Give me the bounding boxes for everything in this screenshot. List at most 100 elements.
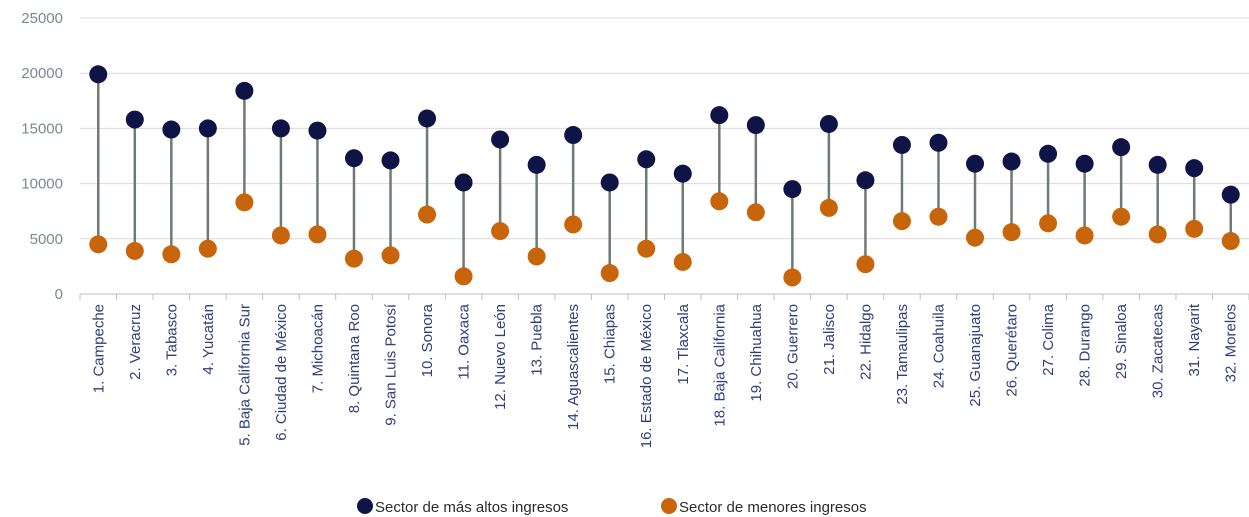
low-income-point — [125, 241, 144, 260]
x-tick-label: 29. Sinaloa — [1113, 303, 1130, 379]
x-tick-label: 26. Querétaro — [1004, 304, 1021, 397]
high-income-point — [783, 180, 802, 199]
high-income-point — [746, 116, 765, 135]
x-tick-label: 5. Baja California Sur — [236, 304, 253, 446]
high-income-point — [819, 114, 838, 133]
low-income-point — [637, 239, 656, 258]
low-income-point — [819, 198, 838, 217]
low-income-point — [929, 207, 948, 226]
low-income-point — [1148, 225, 1167, 244]
high-income-point — [710, 106, 729, 125]
x-tick-label: 23. Tamaulipas — [894, 304, 911, 405]
low-income-point — [89, 235, 108, 254]
legend-label: Sector de más altos ingresos — [375, 499, 568, 516]
low-income-point — [344, 249, 363, 268]
high-income-point — [1039, 144, 1058, 163]
x-tick-label: 6. Ciudad de México — [273, 304, 290, 441]
high-income-point — [491, 130, 510, 149]
x-tick-label: 10. Sonora — [419, 303, 436, 377]
x-tick-label: 16. Estado de México — [638, 304, 655, 448]
x-tick-label: 21. Jalisco — [821, 304, 838, 375]
legend: Sector de más altos ingresos Sector de me… — [357, 498, 867, 516]
low-income-point — [381, 246, 400, 265]
high-income-point — [308, 121, 327, 140]
connector-lines — [97, 74, 1232, 278]
low-income-point — [271, 226, 290, 245]
high-income-point — [564, 126, 583, 145]
high-income-point — [1075, 154, 1094, 173]
low-income-point — [1221, 232, 1240, 251]
high-income-point — [454, 173, 473, 192]
low-income-point — [564, 215, 583, 234]
low-income-point — [746, 203, 765, 222]
high-income-point — [1185, 159, 1204, 178]
legend-marker — [357, 498, 373, 514]
high-income-point — [1221, 185, 1240, 204]
x-tick-label: 14. Aguascalientes — [565, 304, 582, 430]
low-income-point — [710, 192, 729, 211]
low-income-point — [1039, 214, 1058, 233]
y-tick-label: 20000 — [21, 65, 63, 82]
high-income-point — [966, 154, 985, 173]
low-income-point — [1002, 223, 1021, 242]
x-tick-label: 3. Tabasco — [163, 304, 180, 376]
high-income-point — [856, 171, 875, 190]
data-points — [89, 65, 1240, 287]
y-tick-label: 15000 — [21, 120, 63, 137]
legend-high-income: Sector de más altos ingresos — [357, 498, 568, 516]
y-tick-label: 0 — [55, 286, 63, 303]
high-income-point — [637, 150, 656, 169]
low-income-point — [454, 267, 473, 286]
high-income-point — [271, 119, 290, 138]
x-tick-label: 1. Campeche — [90, 304, 107, 393]
low-income-point — [235, 193, 254, 212]
x-tick-label: 18. Baja California — [711, 303, 728, 426]
high-income-point — [1112, 138, 1131, 157]
high-income-point — [381, 151, 400, 170]
low-income-point — [198, 239, 217, 258]
low-income-point — [308, 225, 327, 244]
high-income-point — [673, 164, 692, 183]
legend-marker — [661, 498, 677, 514]
high-income-point — [344, 149, 363, 168]
low-income-point — [966, 228, 985, 247]
low-income-point — [783, 268, 802, 287]
low-income-point — [162, 245, 181, 264]
x-tick-label: 12. Nuevo León — [492, 304, 509, 410]
y-tick-label: 10000 — [21, 176, 63, 193]
x-tick-label: 15. Chiapas — [602, 304, 619, 384]
x-tick-label: 25. Guanajuato — [967, 304, 984, 407]
y-tick-label: 5000 — [30, 231, 63, 248]
y-tick-label: 25000 — [21, 10, 63, 27]
x-tick-label: 20. Guerrero — [784, 304, 801, 389]
x-tick-label: 30. Zacatecas — [1150, 304, 1167, 398]
x-tick-label: 27. Colima — [1040, 303, 1057, 375]
high-income-point — [600, 173, 619, 192]
x-tick-label: 24. Coahuila — [930, 303, 947, 388]
x-tick-label: 17. Tlaxcala — [675, 303, 692, 384]
y-axis: 0 5000 10000 15000 20000 25000 — [21, 10, 63, 303]
x-tick-label: 7. Michoacán — [309, 304, 326, 393]
low-income-point — [527, 247, 546, 266]
x-tick-label: 31. Nayarit — [1186, 303, 1203, 376]
high-income-point — [1002, 152, 1021, 171]
x-tick-label: 22. Hidalgo — [857, 304, 874, 380]
low-income-point — [856, 255, 875, 274]
x-tick-label: 19. Chihuahua — [748, 303, 765, 401]
high-income-point — [1148, 155, 1167, 174]
high-income-point — [527, 155, 546, 174]
low-income-point — [1075, 226, 1094, 245]
low-income-point — [491, 222, 510, 241]
low-income-point — [673, 252, 692, 271]
low-income-point — [600, 264, 619, 283]
high-income-point — [892, 135, 911, 154]
x-tick-label: 32. Morelos — [1223, 304, 1240, 382]
high-income-point — [418, 109, 437, 128]
x-tick-label: 11. Oaxaca — [456, 303, 473, 379]
high-income-point — [235, 81, 254, 100]
legend-low-income: Sector de menores ingresos — [661, 498, 867, 516]
high-income-point — [929, 133, 948, 152]
legend-label: Sector de menores ingresos — [679, 499, 867, 516]
low-income-point — [1112, 207, 1131, 226]
